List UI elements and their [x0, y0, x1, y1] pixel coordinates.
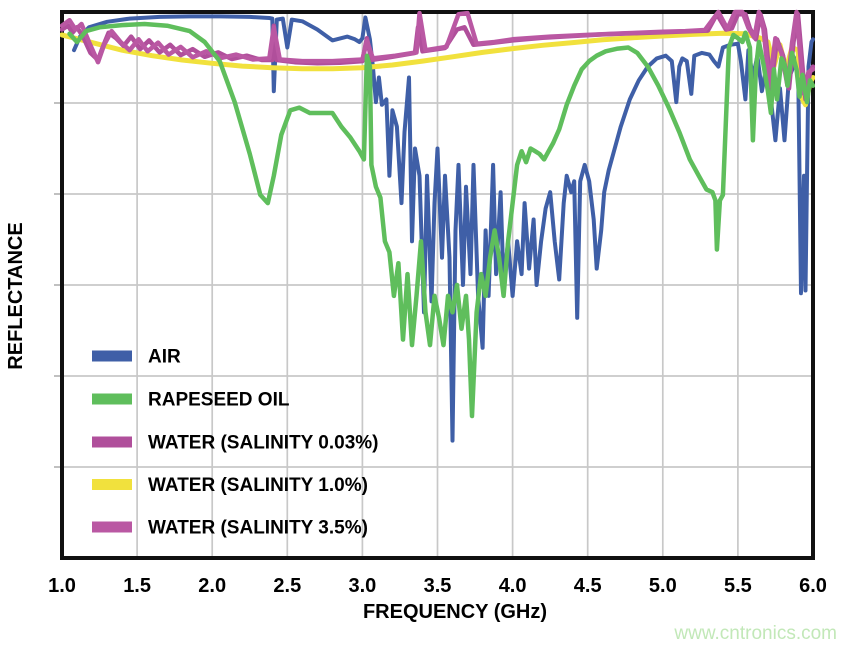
series-line-rapeseed-oil [67, 21, 815, 419]
legend-item-water-salinity-3-5: WATER (SALINITY 3.5%) [92, 518, 368, 539]
legend: AIR RAPESEED OIL WATER (SALINITY 0.03%) WAT… [92, 347, 379, 539]
series-lines [60, 9, 815, 443]
series-line-water-salinity-3-5 [60, 9, 815, 97]
legend-item-water-salinity-0-03: WATER (SALINITY 0.03%) [92, 433, 379, 454]
x-tick-label: 2.0 [198, 575, 226, 597]
legend-swatch-water-salinity-0-03 [92, 436, 132, 448]
x-tick-label: 5.5 [724, 575, 752, 597]
y-axis-ticks [54, 102, 60, 468]
watermark-text: www.cntronics.com [673, 623, 837, 644]
legend-label-water-salinity-0-03: WATER (SALINITY 0.03%) [148, 433, 379, 454]
y-axis-title: REFLECTANCE [5, 222, 27, 369]
x-tick-label: 2.5 [273, 575, 301, 597]
legend-swatch-rapeseed-oil [92, 393, 132, 405]
legend-swatch-water-salinity-1-0 [92, 479, 132, 490]
x-tick-label: 4.5 [574, 575, 602, 597]
plot-frame [60, 10, 815, 560]
legend-item-air: AIR [92, 347, 181, 368]
x-tick-label: 3.5 [424, 575, 452, 597]
x-tick-label: 1.5 [123, 575, 151, 597]
x-tick-label: 3.0 [348, 575, 376, 597]
x-tick-labels: 1.0 1.5 2.0 2.5 3.0 3.5 4.0 4.5 5.0 5.5 6.0 [48, 575, 827, 597]
x-tick-label: 6.0 [799, 575, 827, 597]
legend-label-rapeseed-oil: RAPESEED OIL [148, 390, 290, 411]
series-line-air [72, 14, 815, 443]
legend-item-water-salinity-1-0: WATER (SALINITY 1.0%) [92, 475, 368, 496]
legend-label-air: AIR [148, 347, 181, 368]
x-tick-label: 4.0 [499, 575, 527, 597]
legend-label-water-salinity-1-0: WATER (SALINITY 1.0%) [148, 475, 368, 496]
legend-swatch-water-salinity-3-5 [92, 521, 132, 533]
x-tick-label: 1.0 [48, 575, 76, 597]
legend-swatch-air [92, 350, 132, 362]
x-axis-title: FREQUENCY (GHz) [363, 601, 547, 623]
legend-label-water-salinity-3-5: WATER (SALINITY 3.5%) [148, 518, 368, 539]
legend-item-rapeseed-oil: RAPESEED OIL [92, 390, 290, 411]
x-tick-label: 5.0 [649, 575, 677, 597]
